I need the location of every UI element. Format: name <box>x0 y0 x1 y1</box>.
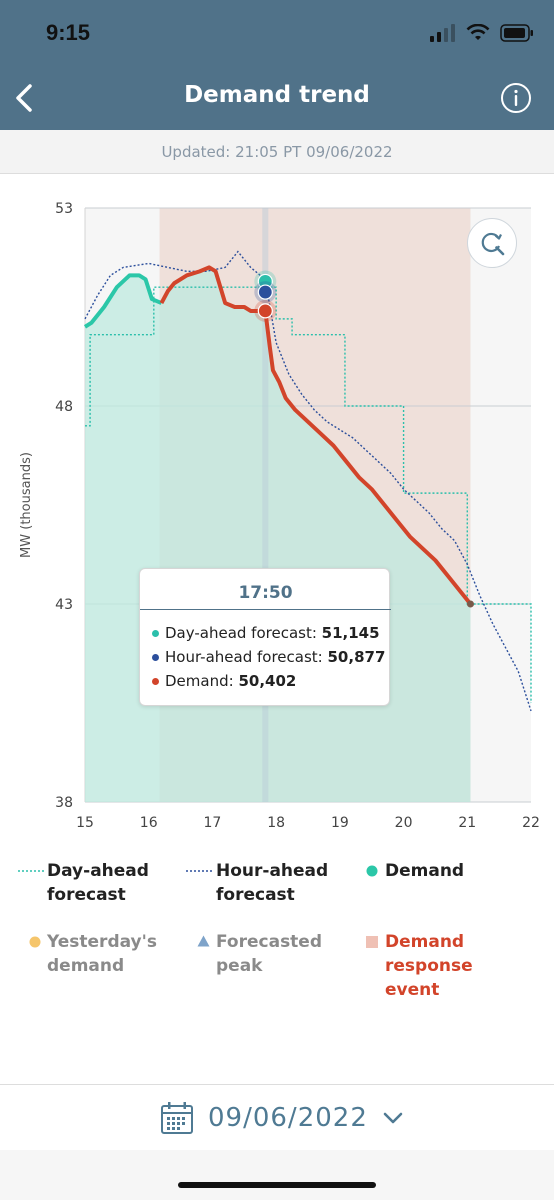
series-day-ahead-line <box>85 286 532 703</box>
battery-icon <box>500 24 533 42</box>
back-button[interactable] <box>8 78 44 118</box>
legend-label: Yesterday's <box>47 932 157 952</box>
x-tick-label: 17 <box>204 815 222 831</box>
day-ahead-dot-icon <box>152 630 159 637</box>
legend-label: event <box>385 980 440 1000</box>
selected-date: 09/06/2022 <box>208 1103 368 1133</box>
wifi-icon <box>466 24 490 40</box>
legend-label: forecast <box>47 885 126 905</box>
cursor-point-hour-ahead <box>257 284 273 300</box>
x-tick-label: 21 <box>458 815 476 831</box>
legend-label: demand <box>47 956 125 976</box>
zoom-reset-button[interactable] <box>467 218 517 268</box>
tooltip-divider <box>140 609 391 610</box>
cursor-point-demand <box>257 303 273 319</box>
home-indicator[interactable] <box>178 1182 376 1188</box>
nav-bar: Demand trend <box>0 68 554 130</box>
chevron-left-icon <box>16 84 32 112</box>
info-icon <box>501 83 531 113</box>
tooltip-value: 51,145 <box>321 624 380 642</box>
chevron-down-icon <box>383 1112 403 1124</box>
bottom-bar: 09/06/2022 <box>0 1084 554 1150</box>
x-tick-label: 18 <box>267 815 285 831</box>
tooltip-row-hour-ahead: Hour-ahead forecast: 50,877 <box>152 648 385 666</box>
info-button[interactable] <box>500 82 532 114</box>
y-axis-label: MW (thousands) <box>19 452 34 558</box>
page-title: Demand trend <box>184 82 370 108</box>
triangle-icon <box>197 935 210 947</box>
legend-label: Day-ahead <box>47 861 149 881</box>
x-tick-label: 16 <box>140 815 158 831</box>
status-time: 9:15 <box>46 20 91 45</box>
x-tick-label: 19 <box>331 815 349 831</box>
dotted-line-icon <box>18 870 44 872</box>
legend-label: response <box>385 956 473 976</box>
chart-tooltip: 17:50 Day-ahead forecast: 51,145 Hour-ah… <box>139 568 391 706</box>
date-selector[interactable]: 09/06/2022 <box>160 1097 404 1139</box>
tooltip-value: 50,402 <box>238 672 297 690</box>
series-demand-line <box>83 273 163 329</box>
demand-dot-icon <box>152 678 159 685</box>
y-tick-label: 48 <box>55 399 73 415</box>
tooltip-label: Demand: <box>165 672 234 690</box>
status-icons <box>430 24 534 42</box>
series-demand-event-line <box>159 265 473 606</box>
x-tick-label: 15 <box>76 815 94 831</box>
legend-label: Hour-ahead <box>216 861 329 881</box>
calendar-icon <box>161 1102 193 1134</box>
legend-label: peak <box>216 956 263 976</box>
tooltip-row-demand: Demand: 50,402 <box>152 672 296 690</box>
updated-timestamp: Updated: 21:05 PT 09/06/2022 <box>161 143 393 161</box>
hour-ahead-dot-icon <box>152 654 159 661</box>
tooltip-row-day-ahead: Day-ahead forecast: 51,145 <box>152 624 380 642</box>
tooltip-label: Hour-ahead forecast: <box>165 648 323 666</box>
zoom-reset-icon <box>481 232 505 256</box>
tooltip-label: Day-ahead forecast: <box>165 624 317 642</box>
y-tick-label: 53 <box>55 201 73 217</box>
tooltip-value: 50,877 <box>327 648 386 666</box>
updated-bar: Updated: 21:05 PT 09/06/2022 <box>0 130 554 174</box>
legend-label: Forecasted <box>216 932 323 952</box>
demand-chart-area[interactable]: 53 48 43 38 15 16 17 18 19 20 21 22 MW (thousands) 1… <box>0 174 554 834</box>
circle-icon <box>366 865 378 877</box>
home-area <box>0 1150 554 1200</box>
circle-icon <box>29 936 41 948</box>
tooltip-time: 17:50 <box>238 583 293 603</box>
legend-label: Demand <box>385 932 465 952</box>
x-tick-label: 22 <box>522 815 540 831</box>
legend-label: Demand <box>385 861 465 881</box>
signal-icon <box>430 24 455 42</box>
chart-legend: Day-ahead forecast Hour-ahead forecast D… <box>0 855 554 1055</box>
status-bar: 9:15 <box>0 0 554 68</box>
series-hour-ahead-line <box>84 250 532 712</box>
y-tick-label: 43 <box>55 597 73 613</box>
dotted-line-icon <box>186 870 212 872</box>
cursor-line <box>262 208 269 802</box>
legend-label: forecast <box>216 885 295 905</box>
square-icon <box>366 936 378 948</box>
y-tick-label: 38 <box>55 795 73 811</box>
demand-end-point <box>466 600 474 608</box>
x-tick-label: 20 <box>395 815 413 831</box>
